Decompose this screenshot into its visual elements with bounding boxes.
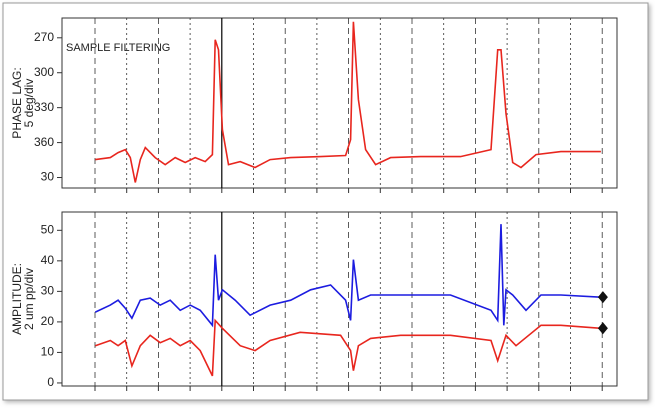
data-line <box>94 224 601 328</box>
end-marker <box>597 291 608 304</box>
y-tick-label: 20 <box>41 314 55 328</box>
end-marker <box>597 322 608 335</box>
plot-frame <box>61 211 618 387</box>
y-axis-label: PHASE LAG: <box>10 67 24 138</box>
y-axis-label: 2 um pp/div <box>22 268 36 330</box>
y-tick-label: 0 <box>47 375 54 389</box>
y-axis-label: 5 deg/div <box>22 79 36 128</box>
data-line <box>95 21 601 183</box>
data-line <box>95 318 601 377</box>
annotation: SAMPLE FILTERING <box>66 42 170 54</box>
y-tick-label: 10 <box>41 345 55 359</box>
y-tick-label: 30 <box>41 170 55 184</box>
y-tick-label: 50 <box>41 222 55 236</box>
y-tick-label: 300 <box>34 65 54 79</box>
y-tick-label: 30 <box>41 284 55 298</box>
plot-frame <box>61 17 618 189</box>
y-tick-label: 40 <box>41 253 55 267</box>
y-axis-label: AMPLITUDE: <box>10 263 24 335</box>
y-tick-label: 360 <box>34 135 54 149</box>
y-tick-label: 270 <box>34 30 54 44</box>
y-tick-label: 330 <box>34 100 54 114</box>
